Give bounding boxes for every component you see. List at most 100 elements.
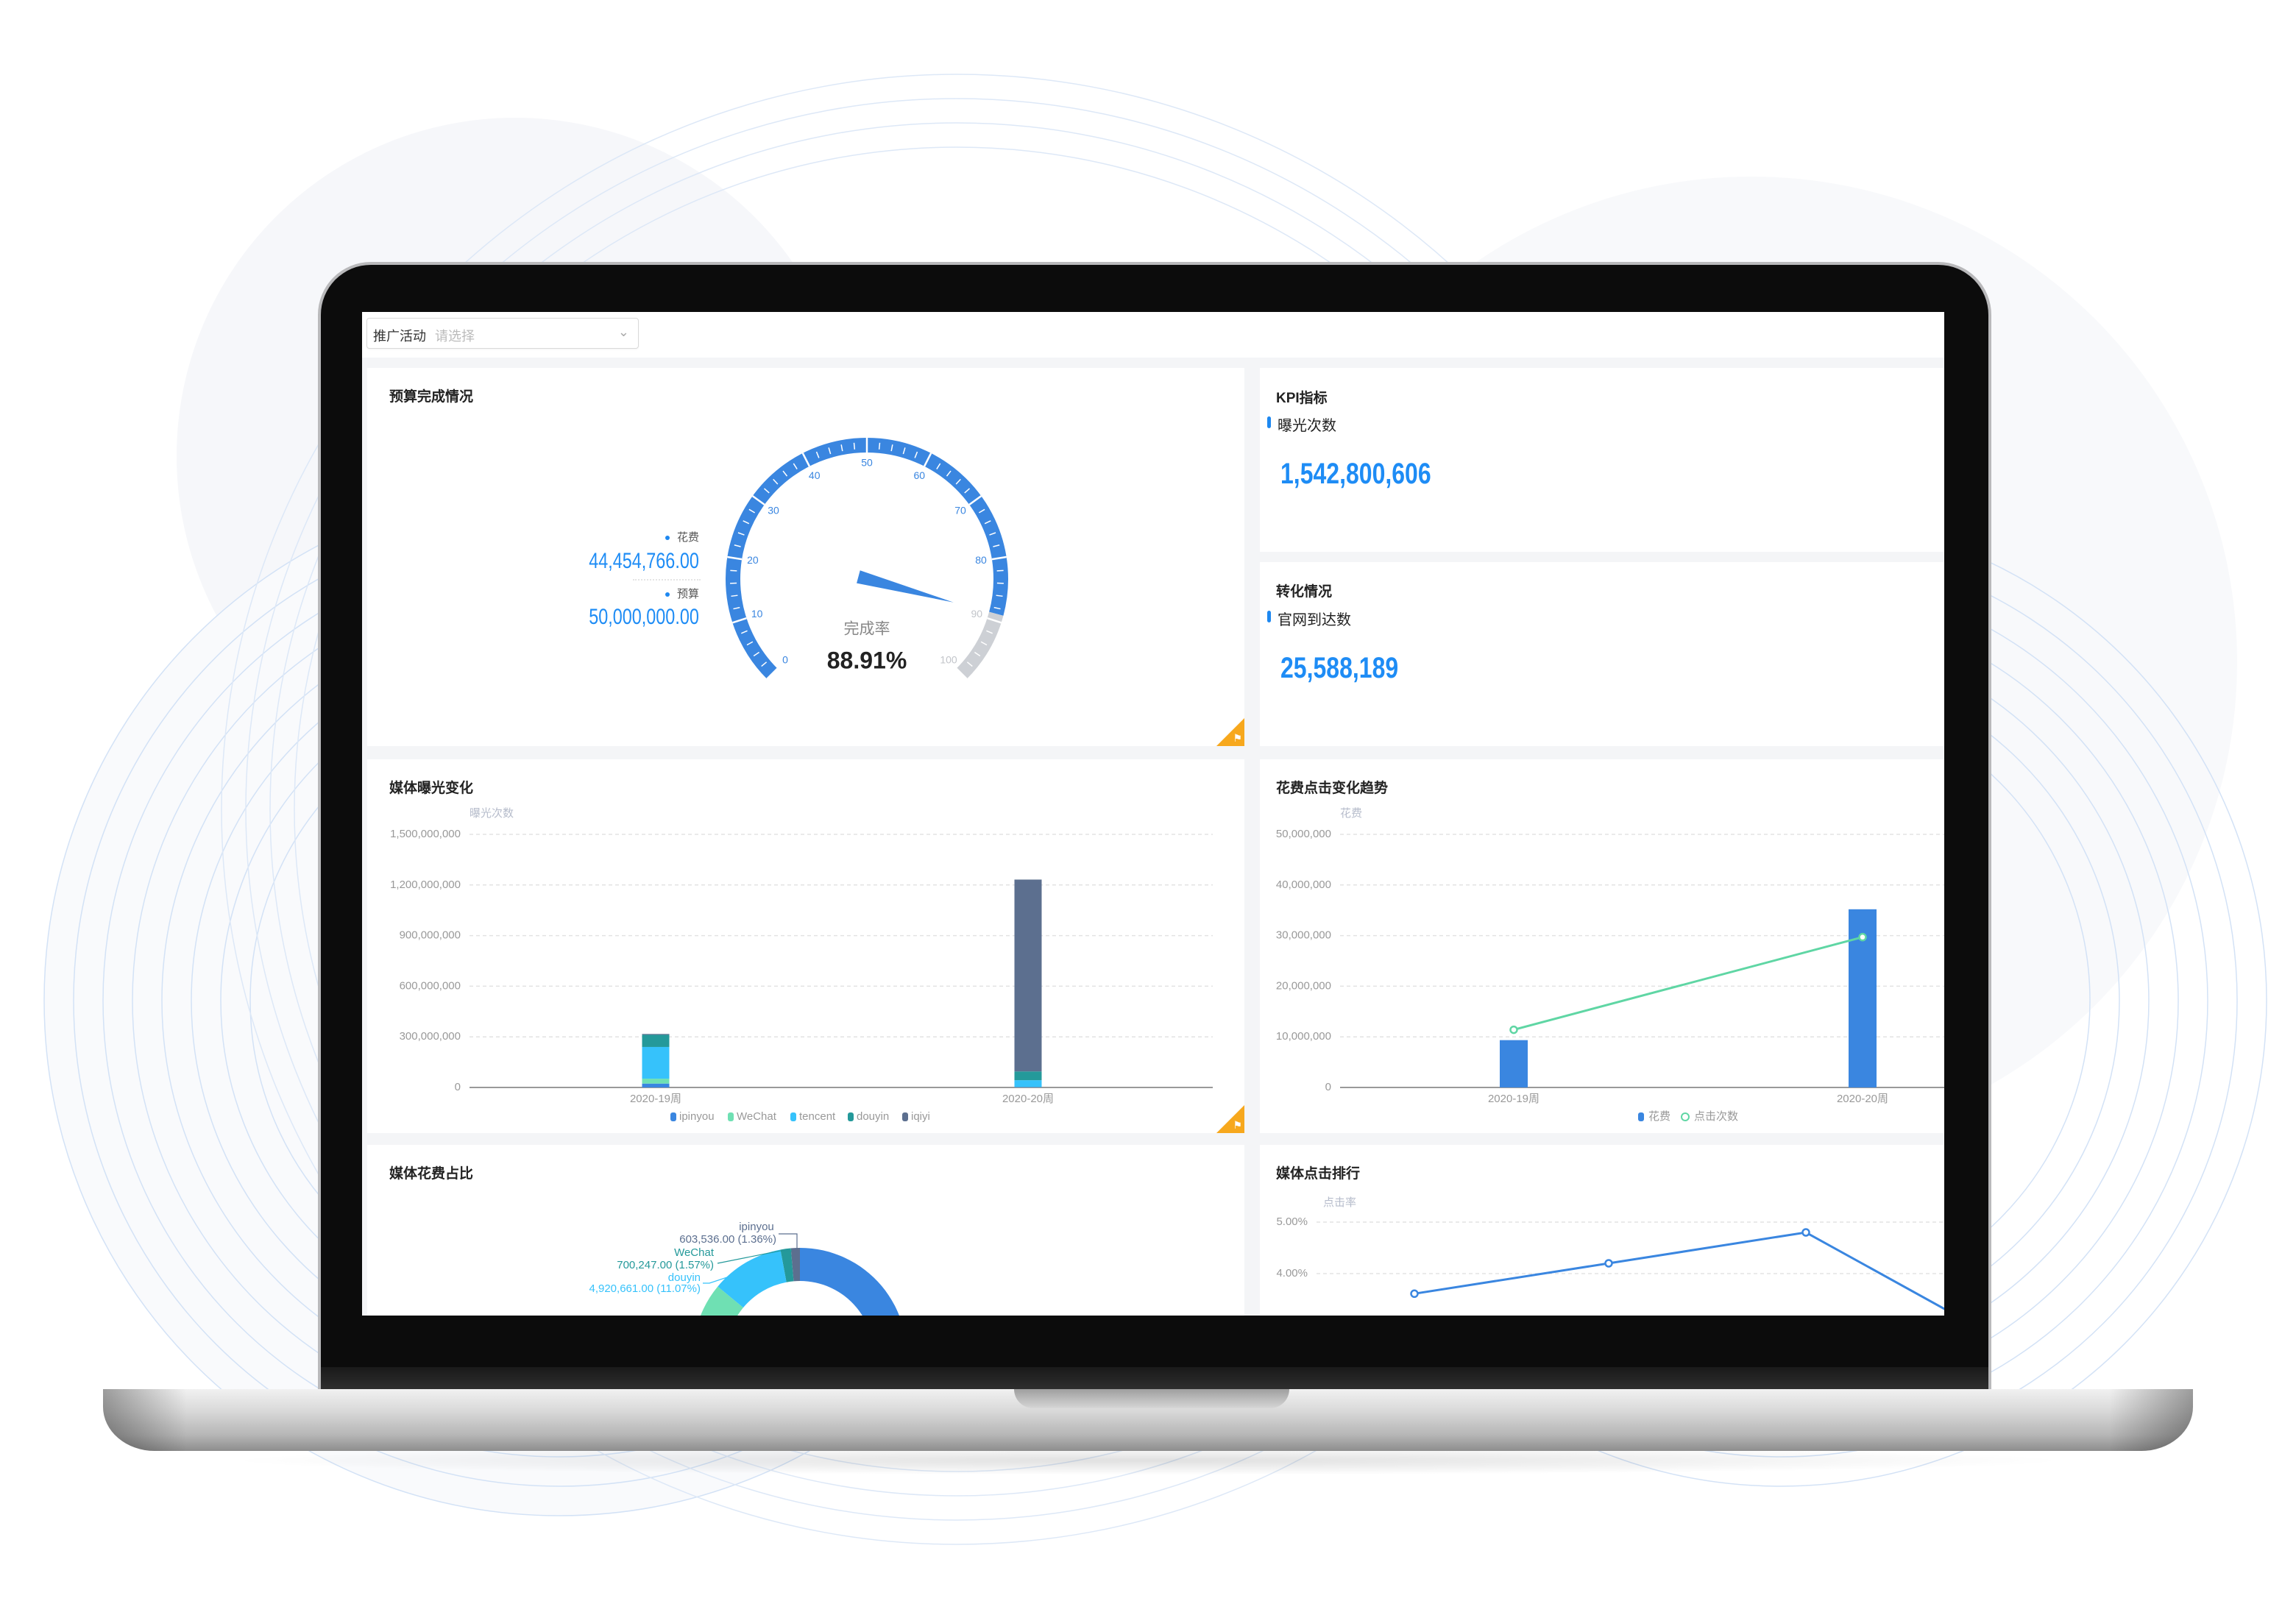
x-tick-label: 2020-19周 [1488,1093,1539,1105]
budget-legend: 预算 [642,586,699,601]
gauge-minor-tick [740,630,748,634]
legend-label: tencent [799,1110,836,1123]
legend-label: douyin [857,1110,889,1123]
gauge-minor-tick [730,569,737,572]
y-tick-label: 10,000,000 [1276,1030,1331,1043]
legend-marker-WeChat[interactable] [728,1112,734,1121]
y-tick-label: 0 [1325,1081,1331,1093]
gauge-minor-tick [989,532,996,536]
legend-marker-tencent[interactable] [790,1112,796,1121]
kpi-metric-label: 曝光次数 [1267,413,1336,435]
y-tick-label: 300,000,000 [400,1030,461,1043]
gauge-minor-tick [763,488,770,494]
x-tick-label: 2020-20周 [1837,1093,1888,1105]
gauge-tick-label: 70 [954,504,966,516]
gauge-minor-tick [737,532,745,536]
legend-label: 点击次数 [1694,1110,1738,1123]
corner-badge[interactable] [1216,1105,1244,1133]
flag-icon[interactable]: ⚑ [1233,732,1242,744]
bar-douyin[interactable] [642,1034,670,1047]
spend-bar[interactable] [1500,1040,1528,1087]
gauge-tick-label: 50 [861,457,873,469]
slice-value-label: 700,247.00 (1.57%) [617,1259,714,1271]
bar-douyin[interactable] [1014,1071,1042,1081]
budget-value: 50,000,000.00 [589,605,699,629]
donut-slice-WeChat[interactable] [780,1248,794,1282]
bar-WeChat[interactable] [642,1079,670,1084]
conversion-metric-value: 25,588,189 [1280,652,1399,684]
gauge-minor-tick [964,488,971,494]
gauge-minor-tick [734,544,741,547]
donut-slice-douyin[interactable] [718,1249,787,1308]
gauge-pointer [857,570,954,603]
slice-label-leader [703,1259,781,1284]
legend-marker-spend[interactable] [1638,1112,1644,1121]
legend-marker-clicks[interactable] [1681,1112,1690,1121]
flag-icon[interactable]: ⚑ [1233,1119,1242,1131]
donut-slice-ipinyou[interactable] [790,1248,800,1282]
conversion-panel: 转化情况 官网到达数 25,588,189 [1260,562,1944,746]
gauge-major-tick [732,617,747,624]
campaign-select[interactable]: 推广活动 请选择 ⌄ [366,318,639,349]
gauge-minor-tick [996,569,1004,572]
donut-slice[interactable] [697,1286,743,1316]
bar-tencent[interactable] [642,1046,670,1079]
gauge-minor-tick [993,606,1001,610]
kpi-title: KPI指标 [1276,391,1328,406]
gauge-tick-label: 0 [782,654,788,666]
slice-label-leader [779,1233,798,1251]
legend-dot-icon [665,592,670,597]
gauge-tick-label: 10 [751,608,763,620]
slice-name-label: douyin [668,1271,701,1284]
gauge-minor-tick [902,447,906,455]
spend-value: 44,454,766.00 [589,549,699,573]
budget-panel: 预算完成情况 ⚑ [367,368,1244,746]
donut-slice[interactable] [763,1248,907,1316]
legend-marker-iqiyi[interactable] [902,1112,908,1121]
legend-label: WeChat [737,1110,777,1123]
y-tick-label: 20,000,000 [1276,979,1331,992]
x-tick-label: 2020-20周 [1002,1093,1054,1105]
bar-tencent[interactable] [1014,1080,1042,1087]
kpi-metric-value: 1,542,800,606 [1280,458,1431,490]
y-tick-label: 50,000,000 [1276,828,1331,840]
gauge-major-tick [727,556,743,561]
clicks-point[interactable] [1509,1025,1518,1034]
legend-marker-ipinyou[interactable] [670,1112,676,1121]
click-rate-point[interactable] [1410,1289,1419,1299]
click-rate-point[interactable] [1604,1259,1613,1268]
gauge-minor-tick [828,447,832,455]
slice-name-label: ipinyou [739,1221,774,1233]
gauge-minor-tick [974,651,981,657]
bar-ipinyou[interactable] [642,1083,670,1087]
spend-click-panel-title: 花费点击变化趋势 [1276,781,1389,796]
gauge-minor-tick [946,470,952,477]
corner-badge[interactable] [1216,718,1244,746]
gauge-minor-tick [731,594,738,597]
legend-label: ipinyou [679,1110,715,1123]
gauge-minor-tick [955,478,961,485]
gauge-major-tick [991,556,1007,561]
gauge-minor-tick [986,630,993,634]
gauge-major-tick [801,452,811,467]
gauge-remaining-arc [956,611,1004,679]
legend-marker-douyin[interactable] [848,1112,854,1121]
campaign-select-label: 推广活动 [373,329,426,344]
y-tick-label: 4.00% [1276,1267,1308,1279]
click-rate-point[interactable] [1801,1228,1810,1237]
exposure-panel: 媒体曝光变化 ⚑ [367,759,1244,1133]
gauge-minor-tick [980,641,988,646]
y-axis-title: 花费 [1340,807,1362,820]
x-tick-label: 2020-19周 [630,1093,681,1105]
legend-divider [633,579,701,581]
media-spend-share-title: 媒体花费占比 [389,1166,474,1182]
y-tick-label: 600,000,000 [400,979,461,992]
gauge-minor-tick [936,463,941,469]
clicks-point[interactable] [1858,932,1867,942]
y-tick-label: 1,200,000,000 [390,879,461,891]
bar-iqiyi[interactable] [1014,879,1042,1072]
charts-layer: 0 10 20 30 40 50 60 70 80 90 100 完成率 88.91% 0 300,000,… [390,438,1944,1316]
gauge-minor-tick [773,478,779,485]
gauge-detail-label: 完成率 [844,621,890,638]
y-tick-label: 30,000,000 [1276,929,1331,942]
